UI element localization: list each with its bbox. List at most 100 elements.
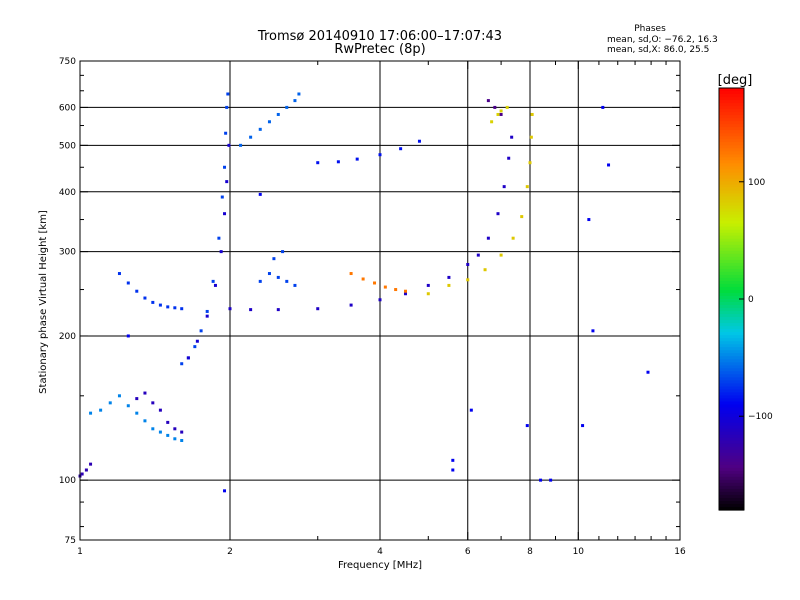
colorbar-tick-label: 100 — [748, 178, 765, 188]
colorbar-segment — [719, 280, 744, 285]
series — [349, 272, 407, 293]
colorbar-label: [deg] — [718, 73, 753, 88]
colorbar-segment — [719, 479, 744, 484]
colorbar-segment — [719, 184, 744, 189]
colorbar-segment — [719, 169, 744, 173]
series — [258, 250, 297, 287]
data-point — [373, 281, 377, 285]
y-tick-label: 750 — [59, 57, 76, 67]
data-point — [135, 397, 139, 401]
colorbar-segment — [719, 94, 744, 98]
colorbar-segment — [719, 154, 744, 158]
colorbar-tick-label: 0 — [748, 295, 754, 305]
colorbar-segment — [719, 247, 744, 252]
colorbar-segment — [719, 428, 744, 433]
data-point — [180, 362, 184, 366]
colorbar-segment — [719, 389, 744, 394]
data-point — [228, 307, 232, 311]
colorbar-segment — [719, 202, 744, 207]
colorbar-segment — [719, 320, 744, 324]
data-point — [166, 420, 170, 424]
data-point — [211, 279, 215, 283]
x-tick-label: 1 — [77, 547, 83, 557]
colorbar-segment — [719, 458, 744, 463]
data-point — [591, 329, 595, 333]
y-tick-label: 300 — [59, 248, 76, 258]
data-point — [502, 185, 506, 189]
colorbar-segment — [719, 88, 744, 92]
data-point — [316, 307, 320, 311]
colorbar-segment — [719, 103, 744, 107]
data-point — [297, 92, 301, 96]
data-point — [285, 105, 289, 109]
colorbar-segment — [719, 353, 744, 357]
x-tick-label: 16 — [674, 547, 686, 557]
colorbar-segment — [719, 205, 744, 210]
data-point — [173, 437, 177, 441]
chart-subtitle: RwPretec (8p) — [334, 42, 425, 57]
data-point — [447, 283, 451, 287]
data-point — [166, 433, 170, 437]
data-point — [195, 339, 199, 343]
colorbar-segment — [719, 341, 744, 345]
colorbar-segment — [719, 235, 744, 240]
colorbar-segment — [719, 127, 744, 131]
series — [426, 112, 534, 296]
data-point — [349, 303, 353, 307]
colorbar-segment — [719, 283, 744, 288]
data-point — [258, 279, 262, 283]
data-point — [180, 430, 184, 434]
data-point — [267, 272, 271, 276]
data-point — [217, 236, 221, 240]
colorbar-segment — [719, 464, 744, 469]
colorbar-segment — [719, 305, 744, 309]
colorbar-segment — [719, 314, 744, 318]
colorbar-segment — [719, 383, 744, 388]
data-point — [239, 143, 243, 147]
colorbar-segment — [719, 476, 744, 481]
colorbar-tick-label: −100 — [748, 412, 773, 422]
colorbar-segment — [719, 160, 744, 164]
data-point — [349, 272, 353, 276]
colorbar-segment — [719, 470, 744, 475]
data-point — [205, 309, 209, 313]
data-point — [486, 236, 490, 240]
colorbar-segment — [719, 503, 744, 508]
colorbar-segment — [719, 121, 744, 125]
data-point — [223, 212, 227, 216]
data-point — [249, 308, 253, 312]
colorbar-segment — [719, 422, 744, 427]
colorbar-segment — [719, 91, 744, 95]
colorbar-segment — [719, 359, 744, 363]
colorbar-segment — [719, 193, 744, 198]
colorbar-segment — [719, 277, 744, 282]
data-point — [499, 109, 503, 113]
colorbar-segment — [719, 253, 744, 258]
colorbar-segment — [719, 292, 744, 297]
data-point — [220, 195, 224, 199]
colorbar-segment — [719, 326, 744, 330]
colorbar-segment — [719, 223, 744, 228]
colorbar-segment — [719, 380, 744, 384]
colorbar-segment — [719, 148, 744, 152]
colorbar-segment — [719, 335, 744, 339]
colorbar-segment — [719, 494, 744, 499]
data-point — [249, 135, 253, 139]
colorbar-segment — [719, 434, 744, 439]
colorbar-segment — [719, 440, 744, 445]
data-point — [581, 424, 585, 428]
colorbar-segment — [719, 338, 744, 342]
data-point — [267, 120, 271, 124]
colorbar-segment — [719, 401, 744, 406]
data-point — [225, 180, 229, 184]
colorbar-segment — [719, 467, 744, 472]
data-point — [505, 105, 509, 109]
colorbar-segment — [719, 97, 744, 101]
series — [89, 394, 184, 443]
data-point — [530, 112, 534, 116]
colorbar-segment — [719, 190, 744, 195]
data-point — [276, 275, 280, 279]
colorbar-segment — [719, 214, 744, 219]
data-point — [510, 135, 514, 139]
